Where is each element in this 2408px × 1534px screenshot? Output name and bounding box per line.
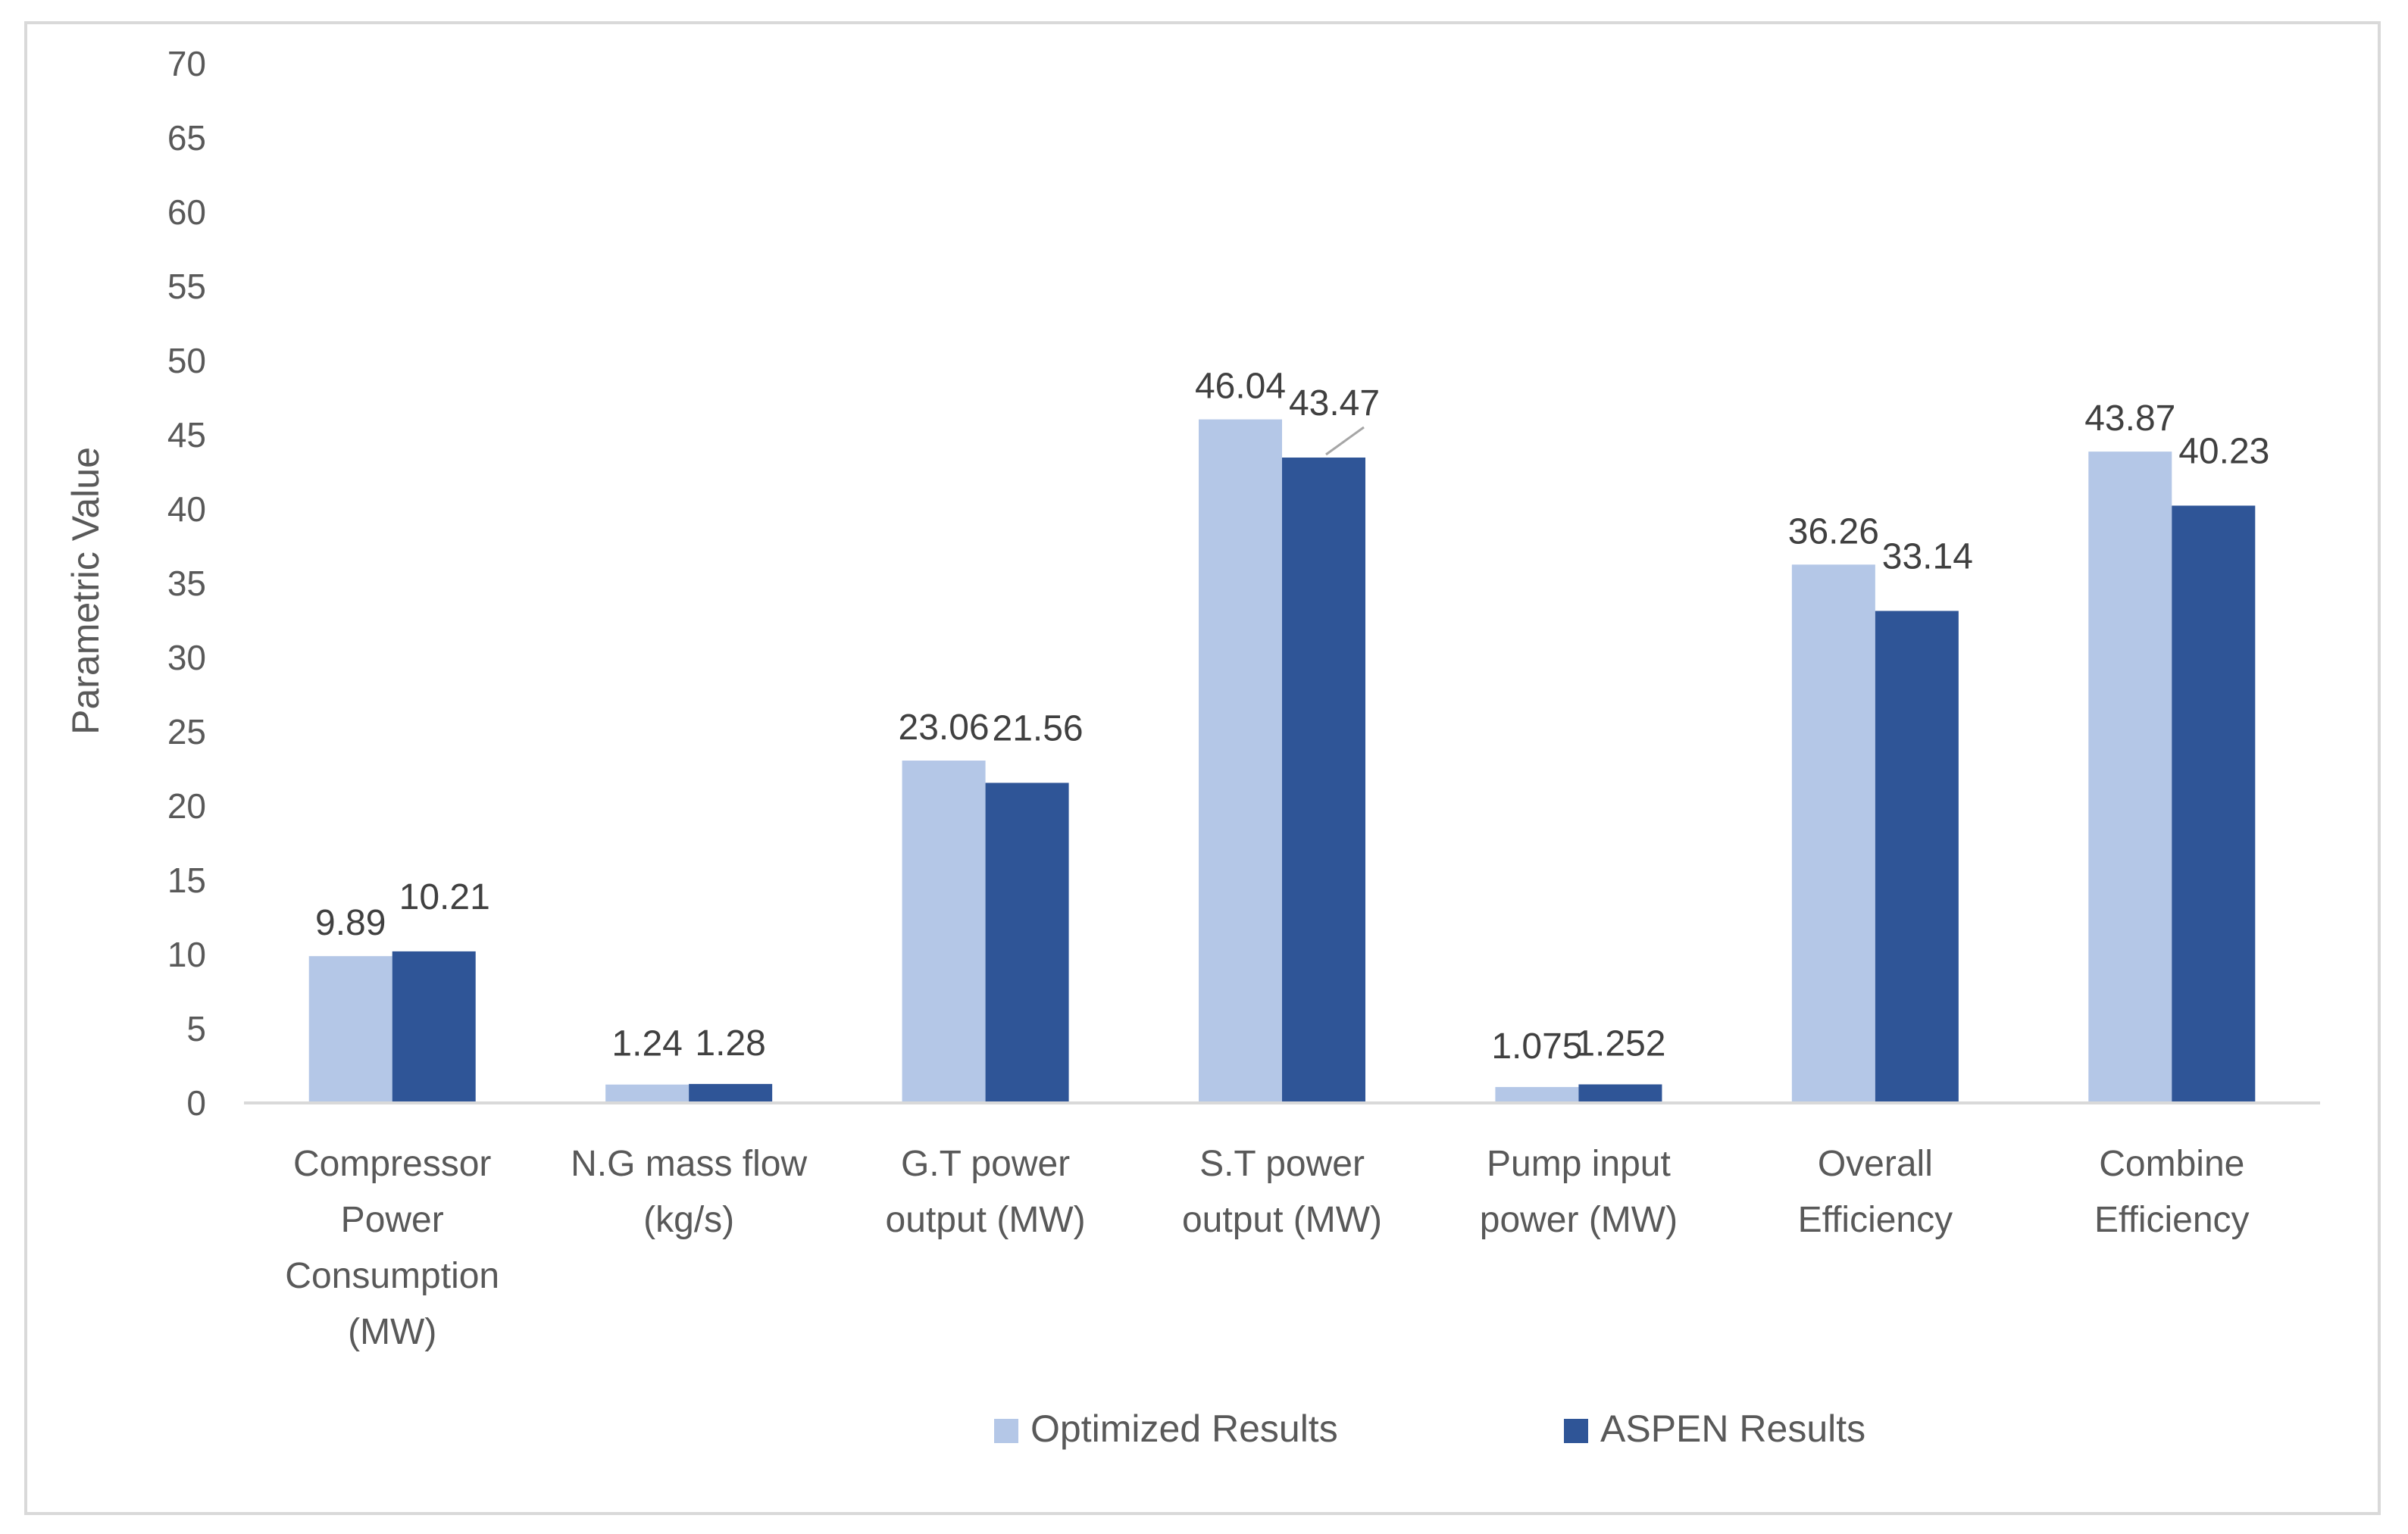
data-label: 36.26: [1788, 511, 1879, 551]
category-label: Efficiency: [1798, 1200, 1953, 1240]
category-label: power (MW): [1480, 1200, 1678, 1240]
legend-swatch-optimized: [994, 1419, 1018, 1443]
data-label: 33.14: [1882, 536, 1973, 576]
data-labels: 9.89 10.21 1.24 1.28 23.06 21.56 46.04 43.47 1.0…: [315, 367, 2269, 1067]
category-label: output (MW): [1182, 1200, 1382, 1240]
category-label: Power: [341, 1200, 444, 1240]
legend-label-aspen: ASPEN Results: [1600, 1407, 1865, 1450]
data-label: 1.24: [611, 1024, 682, 1064]
data-label: 43.87: [2084, 398, 2175, 439]
bar-aspen: [392, 951, 476, 1103]
legend-swatch-aspen: [1564, 1419, 1588, 1443]
bar-optimized: [605, 1084, 690, 1103]
category-label: output (MW): [886, 1200, 1086, 1240]
bar-optimized: [1495, 1086, 1579, 1103]
y-tick-label: 0: [186, 1083, 206, 1123]
data-label: 21.56: [993, 708, 1084, 748]
category-label: Consumption: [285, 1256, 499, 1296]
legend-label-optimized: Optimized Results: [1030, 1407, 1338, 1450]
data-label: 46.04: [1195, 367, 1286, 407]
bar-aspen: [689, 1083, 773, 1103]
y-tick-label: 15: [167, 861, 206, 900]
data-label: 10.21: [399, 877, 490, 917]
bar-aspen: [1578, 1084, 1662, 1103]
y-tick-label: 40: [167, 489, 206, 529]
category-label: N.G mass flow: [571, 1144, 807, 1184]
bar-optimized: [308, 956, 392, 1103]
y-tick-label: 25: [167, 712, 206, 751]
y-tick-label: 35: [167, 564, 206, 603]
category-label: Efficiency: [2094, 1200, 2250, 1240]
category-label: Overall: [1818, 1144, 1933, 1184]
bar-optimized: [2088, 451, 2172, 1103]
data-label: 23.06: [899, 708, 990, 748]
category-label: G.T power: [901, 1144, 1070, 1184]
data-label: 1.252: [1575, 1023, 1665, 1064]
category-label: (MW): [348, 1312, 436, 1352]
y-tick-label: 5: [186, 1009, 206, 1048]
bar-aspen: [2172, 505, 2256, 1103]
y-tick-label: 20: [167, 786, 206, 826]
bar-optimized: [1199, 419, 1282, 1103]
category-label: S.T power: [1199, 1144, 1365, 1184]
data-label: 40.23: [2178, 431, 2269, 471]
y-tick-label: 45: [167, 415, 206, 455]
y-tick-label: 65: [167, 118, 206, 158]
data-label: 43.47: [1289, 383, 1380, 423]
data-label: 1.075: [1491, 1026, 1582, 1067]
y-axis-ticks: 0 5 10 15 20 25 30 35 40 45 50 55 60 65 70: [167, 44, 206, 1123]
label-leader-line: [1325, 426, 1365, 456]
category-label: (kg/s): [643, 1200, 734, 1240]
y-tick-label: 55: [167, 267, 206, 306]
bar-aspen: [1875, 611, 1959, 1103]
bar-aspen: [1282, 457, 1365, 1103]
data-label: 1.28: [695, 1023, 765, 1064]
y-tick-label: 10: [167, 935, 206, 974]
y-tick-label: 30: [167, 638, 206, 677]
y-tick-label: 50: [167, 341, 206, 380]
bar-aspen: [985, 783, 1069, 1103]
y-tick-label: 60: [167, 192, 206, 232]
y-axis-title: Parametric Value: [64, 447, 107, 735]
category-label: Pump input: [1487, 1144, 1671, 1184]
category-label: Combine: [2099, 1144, 2244, 1184]
bar-optimized: [1791, 564, 1875, 1103]
category-labels: Compressor Power Consumption (MW) N.G mass f…: [285, 1144, 2249, 1352]
bar-optimized: [902, 761, 986, 1103]
y-tick-label: 70: [167, 44, 206, 83]
legend: Optimized Results ASPEN Results: [994, 1407, 1865, 1450]
category-label: Compressor: [293, 1144, 491, 1184]
bars: [308, 419, 2256, 1103]
data-label: 9.89: [315, 903, 386, 943]
